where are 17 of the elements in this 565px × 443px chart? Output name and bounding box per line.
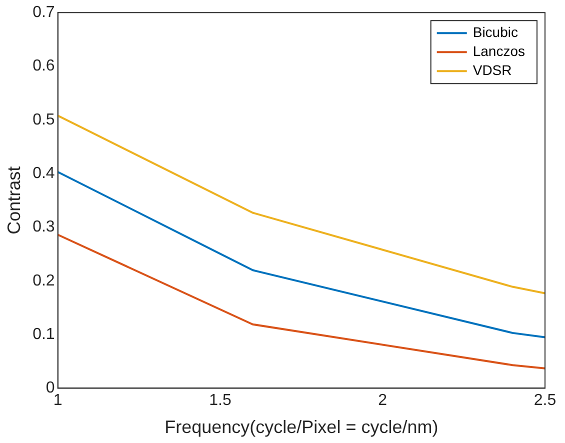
y-tick-label: 0.3 bbox=[32, 218, 55, 236]
x-axis-title: Frequency(cycle/Pixel = cycle/nm) bbox=[164, 417, 438, 438]
y-tick-label: 0.1 bbox=[32, 326, 55, 343]
y-tick-label: 0.4 bbox=[32, 164, 55, 182]
x-tick-label: 2 bbox=[378, 392, 388, 410]
x-tick-label: 2.5 bbox=[534, 392, 556, 410]
y-tick-label: 0.7 bbox=[32, 4, 55, 22]
y-axis-title: Contrast bbox=[4, 166, 24, 234]
legend-label: Bicubic bbox=[472, 24, 518, 40]
y-tick-label: 0.2 bbox=[32, 272, 55, 290]
y-tick-label: 0.6 bbox=[32, 58, 55, 75]
x-tick-label: 1 bbox=[53, 392, 62, 410]
x-tick-label: 1.5 bbox=[209, 392, 232, 410]
legend-label: VDSR bbox=[472, 62, 512, 78]
y-tick-label: 0 bbox=[46, 380, 55, 397]
legend-label: Lanczos bbox=[472, 42, 526, 59]
y-tick-label: 0.5 bbox=[32, 111, 55, 128]
